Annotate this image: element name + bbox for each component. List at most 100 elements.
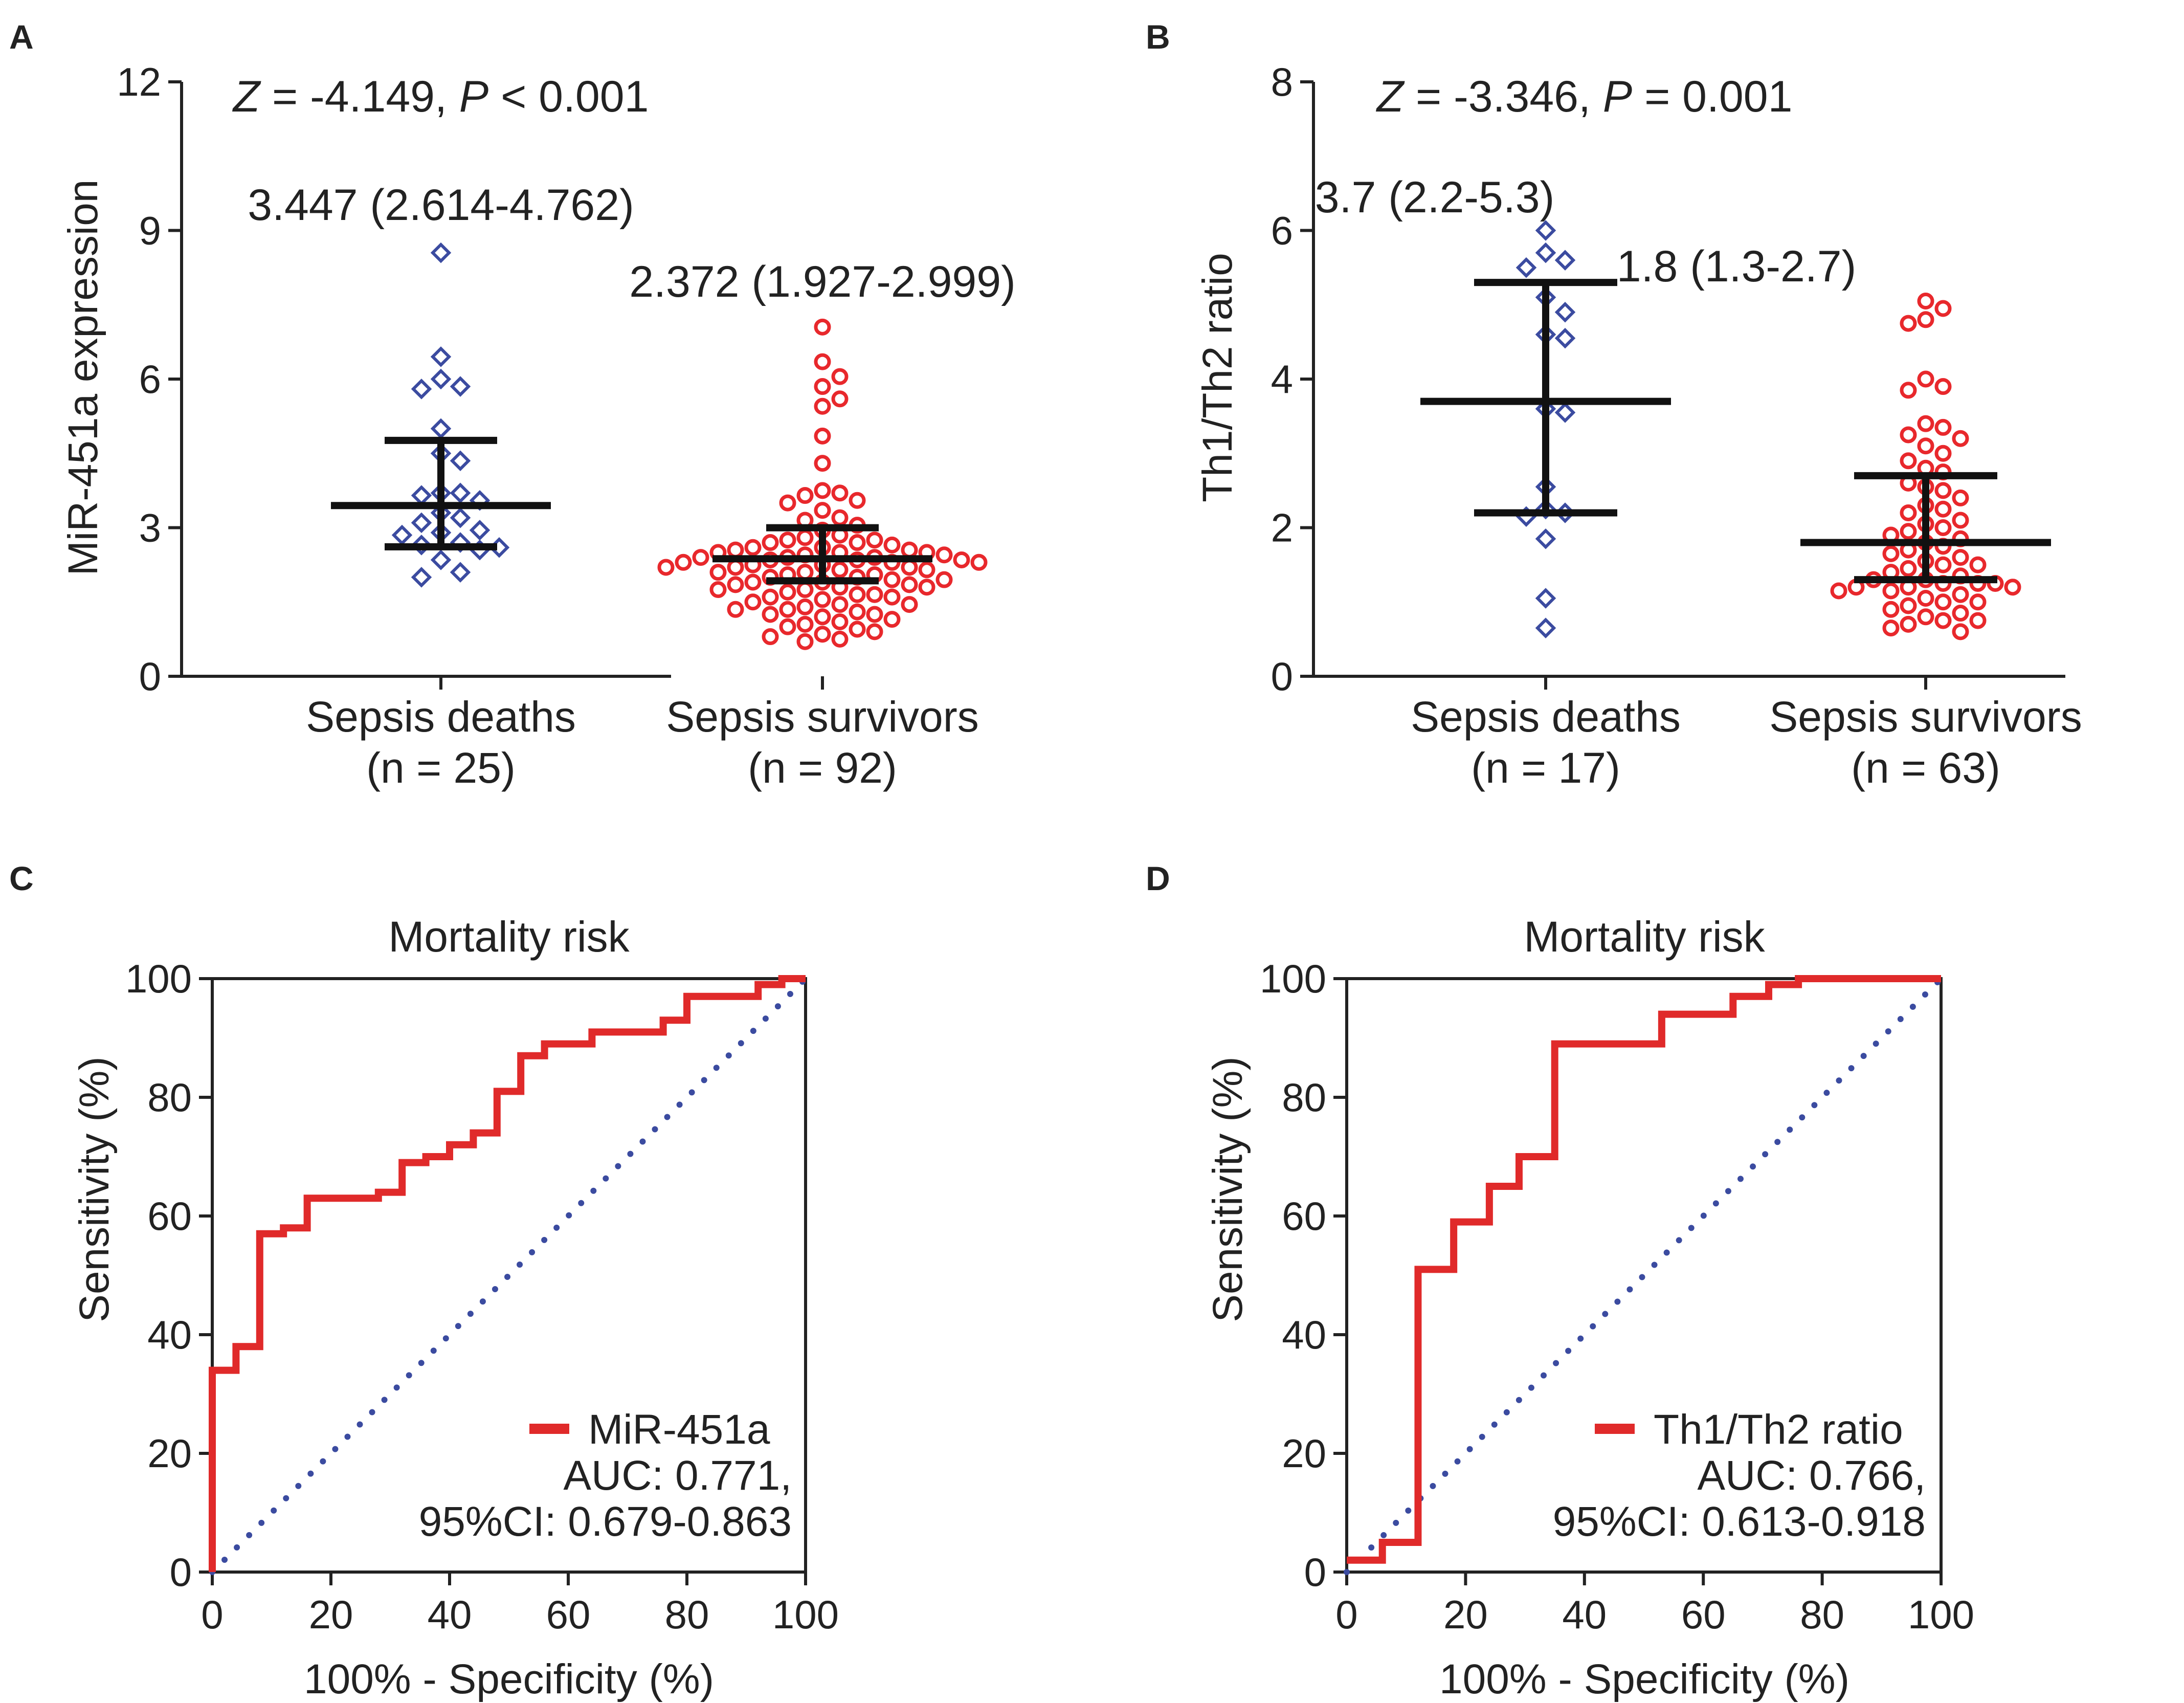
- data-point-survivor: [796, 487, 814, 504]
- reference-diagonal: [209, 976, 809, 1575]
- y-tick-label: 8: [1271, 59, 1293, 104]
- data-point-survivor: [762, 588, 779, 606]
- data-point-survivor: [1934, 482, 1952, 499]
- data-point-survivor: [744, 573, 762, 591]
- data-point-survivor: [953, 551, 970, 568]
- ci-text: 95%CI: 0.613-0.918: [1553, 1498, 1926, 1545]
- data-point-survivor: [831, 390, 849, 408]
- summary-text-deaths: 3.7 (2.2-5.3): [1315, 173, 1554, 222]
- data-point-survivor: [849, 621, 866, 638]
- data-point-survivor: [1917, 608, 1934, 626]
- legend-label: Th1/Th2 ratio: [1654, 1406, 1903, 1453]
- y-tick-label: 0: [1271, 654, 1293, 699]
- data-point-survivor: [1900, 452, 1917, 470]
- data-point-death: [1554, 250, 1576, 271]
- reference-diagonal: [1344, 976, 1944, 1575]
- x-tick-label: 20: [309, 1592, 353, 1637]
- data-point-death: [430, 368, 452, 390]
- y-tick-label: 6: [1271, 208, 1293, 253]
- data-point-survivor: [1900, 315, 1917, 332]
- data-point-survivor: [1900, 382, 1917, 399]
- panel-letter-b: B: [1146, 18, 1170, 56]
- x-tick-label: 60: [1681, 1592, 1726, 1637]
- stat-annotation: Z = -4.149, P < 0.001: [232, 72, 649, 121]
- data-point-survivor: [762, 628, 779, 646]
- y-tick-label: 60: [147, 1193, 192, 1238]
- panel-d: D Mortality risk Sensitivity (%) 100% - …: [1146, 859, 1974, 1702]
- data-point-survivor: [814, 608, 831, 626]
- data-point-survivor: [1952, 489, 1969, 506]
- data-point-survivor: [1917, 415, 1934, 432]
- panel-letter-c: C: [9, 859, 34, 897]
- x-axis-label: 100% - Specificity (%): [304, 1656, 714, 1702]
- data-point-survivor: [796, 615, 814, 633]
- y-tick-label: 20: [147, 1431, 192, 1476]
- data-point-death: [391, 524, 413, 546]
- data-point-death: [450, 450, 471, 472]
- data-point-death: [1535, 498, 1556, 520]
- y-tick-label: 60: [1282, 1193, 1326, 1238]
- y-tick-label: 2: [1271, 505, 1293, 550]
- data-point-survivor: [1952, 605, 1969, 622]
- data-point-survivor: [849, 492, 866, 509]
- y-tick-label: 0: [139, 654, 161, 699]
- x-tick-label: 40: [1562, 1592, 1607, 1637]
- data-point-survivor: [849, 586, 866, 603]
- data-point-survivor: [1952, 549, 1969, 566]
- data-point-death: [1535, 617, 1556, 638]
- auc-text: AUC: 0.771,: [563, 1452, 792, 1499]
- data-point-survivor: [1934, 593, 1952, 611]
- data-point-death: [469, 520, 491, 541]
- roc-plot-c: 0 20 40 60 80 100 0 20 40 60 80 100: [125, 956, 839, 1637]
- data-point-survivor: [866, 606, 883, 623]
- y-axis-label: Th1/Th2 ratio: [1194, 253, 1241, 502]
- data-point-survivor: [935, 546, 953, 564]
- ci-text: 95%CI: 0.679-0.863: [419, 1498, 792, 1545]
- roc-plot-d: 0 20 40 60 80 100 0 20 40 60 80 100: [1260, 956, 1974, 1637]
- data-point-survivor: [866, 586, 883, 603]
- plot-frame: [1345, 977, 1943, 1574]
- data-point-death: [411, 512, 432, 534]
- data-point-death: [1516, 257, 1537, 278]
- data-point-survivor: [744, 539, 762, 556]
- data-point-survivor: [1934, 445, 1952, 462]
- x-tick-label: 60: [546, 1592, 591, 1637]
- data-point-survivor: [1917, 589, 1934, 607]
- data-point-survivor: [727, 541, 744, 559]
- summary-text-survivors: 1.8 (1.3-2.7): [1617, 242, 1856, 291]
- data-point-death: [1554, 302, 1576, 323]
- y-tick-label: 40: [1282, 1312, 1326, 1357]
- data-point-survivor: [762, 534, 779, 551]
- data-point-death: [1535, 220, 1556, 241]
- dot-plot-b: 0 2 4 6 8: [1271, 59, 2065, 699]
- data-point-death: [450, 532, 471, 553]
- data-point-death: [1554, 327, 1576, 349]
- data-point-survivor: [1830, 582, 1847, 600]
- y-tick-label: 20: [1282, 1431, 1326, 1476]
- data-point-survivor: [2004, 579, 2021, 596]
- data-point-survivor: [814, 397, 831, 415]
- data-point-survivor: [883, 611, 901, 628]
- y-tick-label: 0: [170, 1550, 192, 1595]
- data-point-survivor: [849, 534, 866, 551]
- y-tick-label: 100: [1260, 956, 1326, 1001]
- y-tick-label: 0: [1304, 1550, 1326, 1595]
- chart-title: Mortality risk: [388, 913, 630, 961]
- data-point-survivor: [1900, 615, 1917, 633]
- x-tick-label: 80: [665, 1592, 709, 1637]
- data-point-survivor: [935, 571, 953, 588]
- data-point-survivor: [1952, 586, 1969, 603]
- data-point-survivor: [901, 559, 918, 576]
- data-point-survivor: [970, 554, 988, 571]
- data-point-death: [430, 346, 452, 367]
- data-point-survivor: [727, 559, 744, 576]
- data-point-survivor: [796, 598, 814, 615]
- data-point-survivor: [762, 606, 779, 623]
- x-tick-label: 80: [1800, 1592, 1844, 1637]
- y-tick-label: 80: [147, 1075, 192, 1120]
- data-point-survivor: [1969, 593, 1987, 611]
- data-point-survivor: [1934, 612, 1952, 629]
- data-point-survivor: [779, 583, 796, 601]
- legend: Th1/Th2 ratio AUC: 0.766, 95%CI: 0.613-0…: [1553, 1406, 1926, 1545]
